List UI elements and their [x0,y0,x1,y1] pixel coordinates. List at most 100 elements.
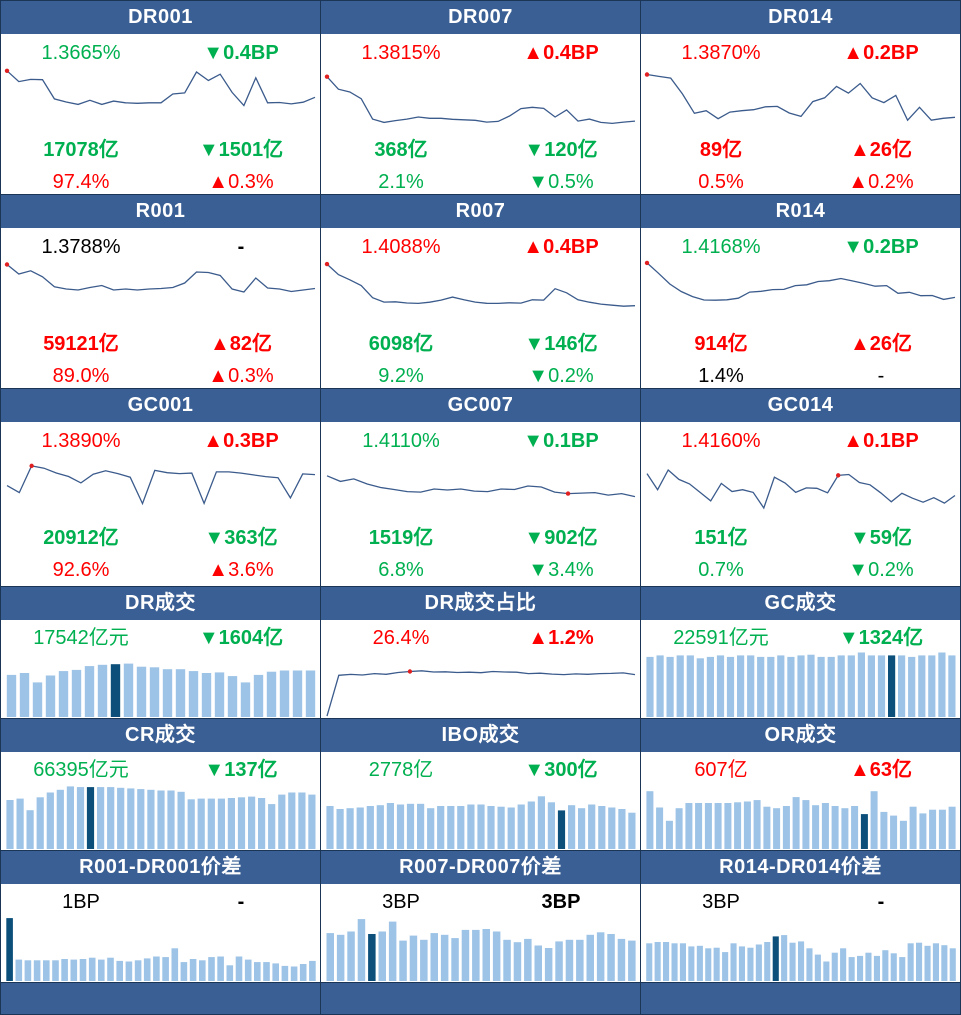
bar [117,787,125,849]
volume-change: ▼120亿 [481,139,640,161]
sparkline-chart [4,262,316,293]
bar [654,942,661,981]
bar [263,962,270,981]
volume-change: ▼59亿 [801,527,960,549]
main-value-value: 17542亿元 [33,627,129,649]
share: 2.1% [321,171,481,193]
change-value-value: 1604亿 [218,627,284,649]
latest-point-marker [324,74,330,79]
bar [326,806,334,849]
latest-point-marker [324,261,330,267]
bar [656,807,664,849]
volume-change-value: 120亿 [544,139,598,161]
share-change: ▼0.2% [481,365,640,387]
main-value: 17542亿元 [1,627,161,649]
bar [789,942,796,981]
change-value-value: 300亿 [544,759,598,781]
main-value: 2778亿 [321,759,481,781]
bar-chart [6,918,316,981]
bar [157,790,165,849]
change-value-value: 1324亿 [858,627,924,649]
main-value: 607亿 [641,759,801,781]
panel-r007: R007 1.4088% ▲0.4BP 6098亿 ▼146亿 9.2% ▼0.2% [320,194,641,389]
bar [873,955,880,981]
up-arrow-icon: ▲ [523,236,544,258]
down-arrow-icon: ▼ [838,627,859,649]
volume-value: 151亿 [694,527,748,549]
bar [290,966,298,981]
bar [66,786,74,849]
volume-change: ▲26亿 [801,139,960,161]
bar [806,948,813,981]
volume-change: ▼146亿 [481,333,640,355]
bar [898,655,906,717]
down-arrow-icon: ▼ [524,759,545,781]
volume-change: ▼1501亿 [161,139,320,161]
rate-value: 1.4168% [681,236,761,258]
sparkline-chart [644,260,956,301]
bar [867,655,875,717]
bar [877,655,886,717]
bar [747,947,754,981]
change-value: 3BP [481,891,640,913]
sparkline-chart [646,468,956,510]
bar [831,952,838,981]
rate: 1.4088% [321,236,481,258]
bar [356,807,364,849]
series-line [646,468,956,510]
bar [149,667,160,717]
down-arrow-icon: ▼ [528,171,549,193]
bar [941,945,948,981]
main-value: 26.4% [321,627,481,649]
bar [890,815,898,849]
panel-title: GC007 [321,389,640,422]
volume-change: ▼363亿 [161,527,320,549]
rate-change: ▼0.1BP [481,430,640,452]
change-value-value: 137亿 [224,759,278,781]
bar [663,942,670,981]
series-line [646,73,956,122]
panel-title: DR007 [321,1,640,34]
rate-change: ▲0.1BP [801,430,960,452]
bar [70,959,78,981]
bar [882,950,889,981]
up-arrow-icon: ▲ [843,42,864,64]
bar [781,935,788,981]
rate-change: - [161,236,320,258]
bar [305,670,316,717]
bar [258,798,266,849]
down-arrow-icon: ▼ [524,139,545,161]
rate-change: ▲0.4BP [481,42,640,64]
panel-cr_vol: CR成交 66395亿元 ▼137亿 [0,718,321,851]
bar [440,934,449,981]
bar [279,670,290,717]
bar [180,962,188,981]
latest-point-marker [644,72,650,77]
panel-title: R007 [321,195,640,228]
sparkline-chart [326,475,636,498]
bar [928,655,936,717]
bar [704,803,712,849]
share-change: ▼0.5% [481,171,640,193]
main-value-value: 1BP [62,891,100,913]
bar [857,955,864,981]
bar [841,808,849,849]
bar [938,652,946,717]
share: 97.4% [1,171,161,193]
bar [646,791,654,849]
bar [76,787,85,849]
up-arrow-icon: ▲ [849,139,870,161]
bar-highlight [860,814,868,849]
bar [45,675,56,717]
bar [167,790,175,849]
volume-change: ▲26亿 [801,333,960,355]
bar [586,934,594,981]
bar [763,806,771,849]
panel-title: CR成交 [1,719,320,752]
rate: 1.4160% [641,430,801,452]
rate-change: ▼0.2BP [801,236,960,258]
bar [378,931,386,981]
bar [608,807,616,849]
volume-change-value: 146亿 [544,333,598,355]
